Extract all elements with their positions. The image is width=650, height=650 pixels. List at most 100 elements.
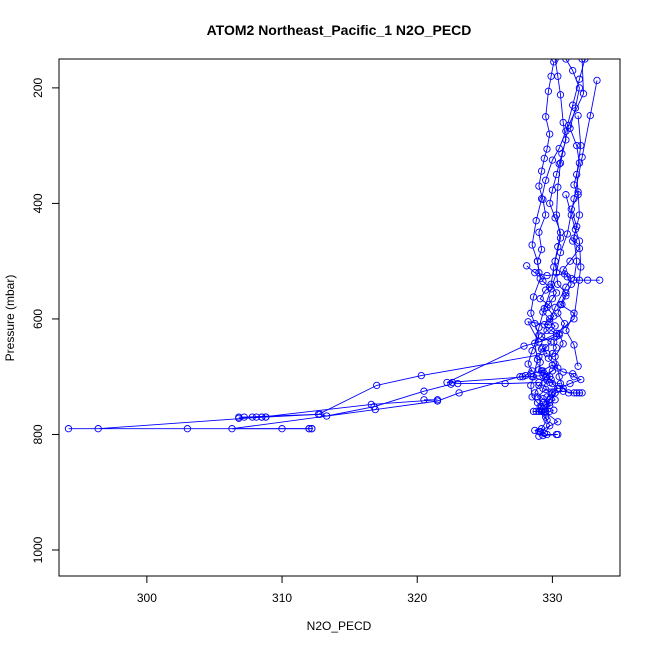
- data-point: [556, 234, 565, 242]
- data-point: [544, 87, 553, 95]
- data-point: [417, 371, 425, 380]
- data-point: [570, 315, 578, 323]
- data-point: [551, 303, 559, 312]
- data-point: [574, 188, 582, 196]
- data-point: [371, 405, 379, 414]
- data-point: [537, 367, 546, 375]
- data-point: [556, 159, 565, 167]
- data-point: [523, 262, 531, 270]
- data-point: [543, 271, 551, 280]
- data-point: [554, 418, 562, 426]
- data-point: [547, 285, 555, 293]
- data-point: [546, 378, 554, 387]
- data-point: [535, 323, 543, 332]
- data-point: [539, 431, 547, 440]
- data-point: [308, 425, 316, 433]
- data-point: [569, 101, 577, 109]
- data-point: [433, 396, 442, 404]
- data-point: [537, 167, 546, 175]
- data-point: [533, 393, 542, 401]
- data-point: [575, 84, 584, 92]
- data-point: [455, 389, 463, 397]
- data-point: [535, 381, 543, 390]
- chart-title: ATOM2 Northeast_Pacific_1 N2O_PECD: [207, 22, 472, 38]
- x-axis-label: N2O_PECD: [307, 619, 372, 633]
- data-point: [527, 309, 535, 317]
- data-point: [571, 225, 580, 234]
- data-point: [520, 342, 528, 350]
- data-point: [524, 360, 532, 368]
- data-point: [567, 211, 575, 219]
- data-point: [367, 400, 375, 409]
- data-point: [373, 381, 381, 390]
- data-point: [563, 230, 571, 238]
- y-axis: 200 400 600 800 1000: [31, 78, 59, 563]
- data-point: [537, 245, 546, 254]
- series-4: [519, 59, 589, 381]
- data-point: [542, 385, 550, 394]
- data-point: [550, 338, 558, 346]
- data-point: [420, 396, 428, 404]
- data-point: [533, 257, 542, 265]
- data-point: [555, 373, 563, 381]
- data-point: [593, 76, 601, 85]
- data-point: [539, 399, 547, 407]
- data-point: [564, 121, 573, 130]
- data-point: [64, 425, 73, 433]
- data-point: [548, 156, 557, 164]
- plot-area: [64, 59, 604, 440]
- data-point: [531, 339, 539, 347]
- data-point: [537, 195, 546, 203]
- y-tick-label: 400: [31, 193, 45, 213]
- data-point: [316, 410, 324, 418]
- data-point: [551, 322, 559, 330]
- data-point: [562, 127, 570, 135]
- data-point: [570, 195, 578, 203]
- data-point: [579, 90, 588, 98]
- data-point: [539, 308, 547, 316]
- series-line: [530, 364, 583, 437]
- data-point: [570, 389, 578, 397]
- data-point: [551, 59, 559, 63]
- data-point: [596, 276, 604, 284]
- data-point: [533, 355, 542, 364]
- series-line: [573, 115, 600, 281]
- y-tick-label: 800: [31, 424, 45, 444]
- data-point: [581, 59, 589, 63]
- data-point: [529, 293, 538, 301]
- data-point: [554, 183, 562, 191]
- data-point: [528, 241, 536, 249]
- data-point: [583, 276, 592, 284]
- data-point: [555, 144, 563, 153]
- data-point: [544, 321, 553, 329]
- data-point: [258, 413, 266, 421]
- data-point: [578, 59, 586, 63]
- data-point: [556, 91, 565, 99]
- data-point: [516, 373, 524, 381]
- data-point: [183, 425, 192, 433]
- data-point: [567, 274, 575, 283]
- data-point: [552, 170, 561, 179]
- data-point: [420, 387, 428, 395]
- data-point: [586, 111, 594, 120]
- series-line: [554, 59, 584, 367]
- data-point: [543, 416, 551, 424]
- data-point: [540, 154, 548, 163]
- data-point: [542, 211, 550, 219]
- data-point: [554, 72, 562, 80]
- data-point: [536, 274, 544, 283]
- series-line: [554, 59, 583, 394]
- data-point: [570, 341, 578, 349]
- data-point: [556, 379, 565, 388]
- y-axis-label: Pressure (mbar): [3, 275, 17, 362]
- data-point: [524, 318, 532, 326]
- x-axis: 300 310 320 330: [137, 576, 563, 605]
- data-point: [575, 389, 584, 397]
- data-point: [570, 373, 578, 381]
- data-point: [535, 331, 543, 339]
- data-point: [535, 182, 543, 190]
- data-point: [547, 390, 555, 398]
- data-point: [569, 66, 577, 75]
- series-14: [64, 396, 442, 433]
